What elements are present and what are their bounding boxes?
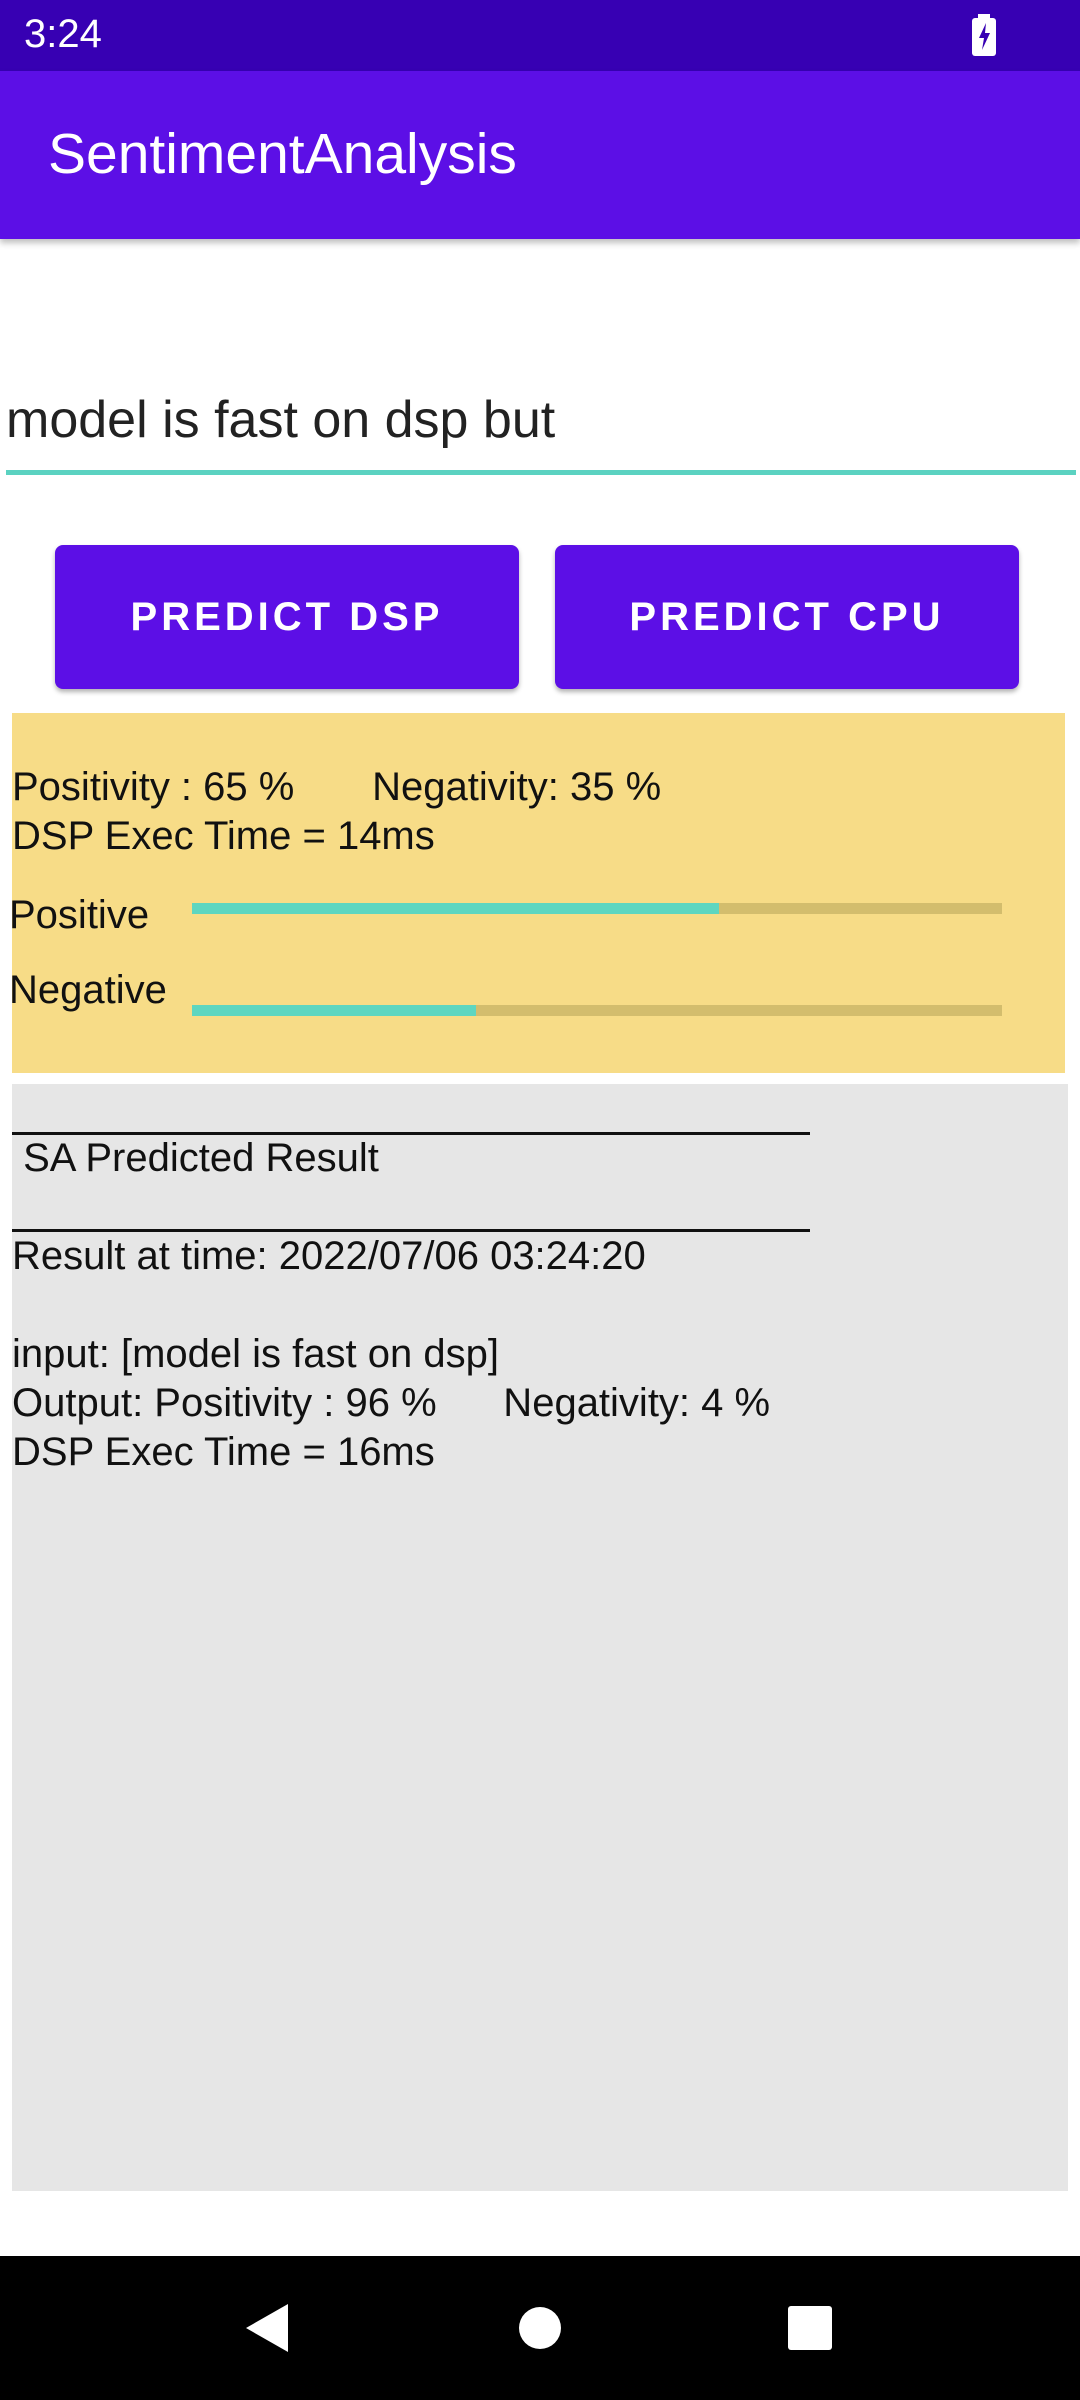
home-icon[interactable] <box>518 2306 562 2350</box>
positive-progress-fill <box>192 903 719 914</box>
live-result-panel: Positivity : 65 % Negativity: 35 % DSP E… <box>9 713 1065 1073</box>
positive-label: Positive <box>9 893 150 937</box>
exec-time-text: DSP Exec Time = 14ms <box>12 814 435 858</box>
status-bar: 3:24 <box>0 0 1080 71</box>
divider-bottom <box>12 1229 810 1232</box>
app-title: SentimentAnalysis <box>48 122 517 186</box>
result-time-text: Result at time: 2022/07/06 03:24:20 <box>12 1234 646 1278</box>
history-input-text: input: [model is fast on dsp] <box>12 1332 499 1376</box>
history-heading: SA Predicted Result <box>12 1136 379 1180</box>
negative-progress-bar <box>192 1005 1002 1016</box>
app-bar: SentimentAnalysis <box>0 71 1080 239</box>
status-time: 3:24 <box>24 12 102 56</box>
back-icon[interactable] <box>244 2302 290 2354</box>
battery-charging-icon <box>972 14 996 56</box>
divider-top <box>12 1132 810 1135</box>
navigation-bar <box>0 2256 1080 2400</box>
history-panel: SA Predicted Result Result at time: 2022… <box>12 1084 1068 2191</box>
predict-cpu-button[interactable]: PREDICT CPU <box>555 545 1019 689</box>
positive-progress-bar <box>192 903 1002 914</box>
negative-progress-fill <box>192 1005 476 1016</box>
predict-dsp-button[interactable]: PREDICT DSP <box>55 545 519 689</box>
recents-icon[interactable] <box>787 2306 833 2350</box>
history-exec-time-text: DSP Exec Time = 16ms <box>12 1430 435 1474</box>
sentence-input[interactable] <box>6 370 1076 475</box>
negative-label: Negative <box>9 968 167 1012</box>
history-output-text: Output: Positivity : 96 % Negativity: 4 … <box>12 1381 771 1425</box>
scores-text: Positivity : 65 % Negativity: 35 % <box>12 765 662 809</box>
